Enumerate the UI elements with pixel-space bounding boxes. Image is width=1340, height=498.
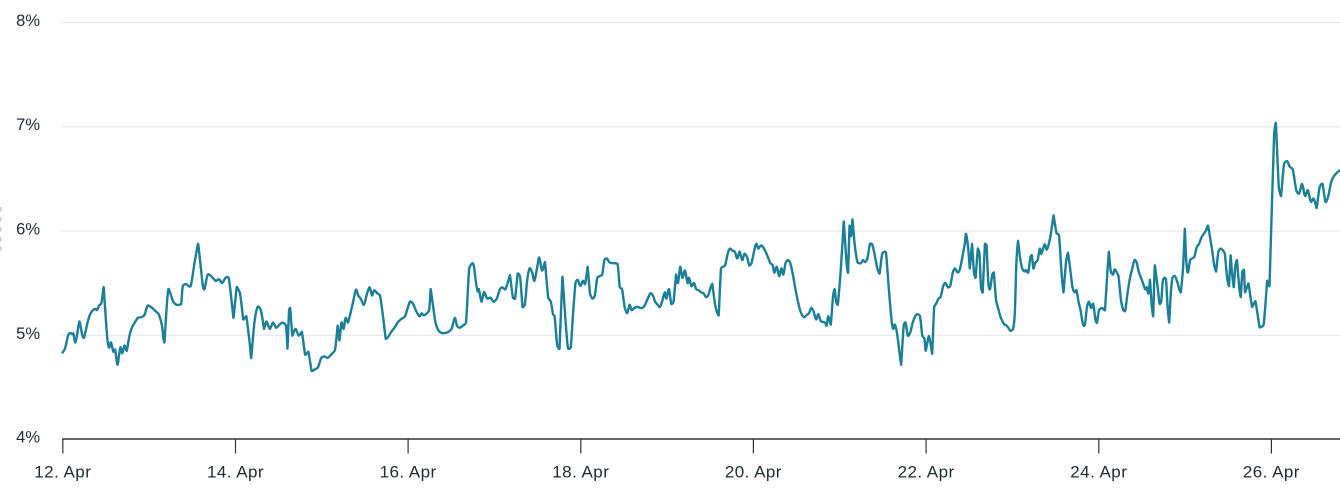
svg-text:5%: 5% bbox=[16, 325, 40, 343]
svg-text:6%: 6% bbox=[16, 220, 40, 238]
svg-text:26. Apr: 26. Apr bbox=[1243, 462, 1300, 481]
svg-text:14. Apr: 14. Apr bbox=[207, 462, 264, 481]
svg-text:24. Apr: 24. Apr bbox=[1070, 462, 1127, 481]
svg-text:22. Apr: 22. Apr bbox=[898, 462, 955, 481]
svg-text:18. Apr: 18. Apr bbox=[552, 462, 609, 481]
svg-text:20. Apr: 20. Apr bbox=[725, 462, 782, 481]
svg-text:4%: 4% bbox=[16, 429, 40, 447]
svg-text:7%: 7% bbox=[16, 116, 40, 134]
svg-text:12. Apr: 12. Apr bbox=[34, 462, 91, 481]
svg-text:16. Apr: 16. Apr bbox=[380, 462, 437, 481]
svg-text:8%: 8% bbox=[16, 12, 40, 30]
